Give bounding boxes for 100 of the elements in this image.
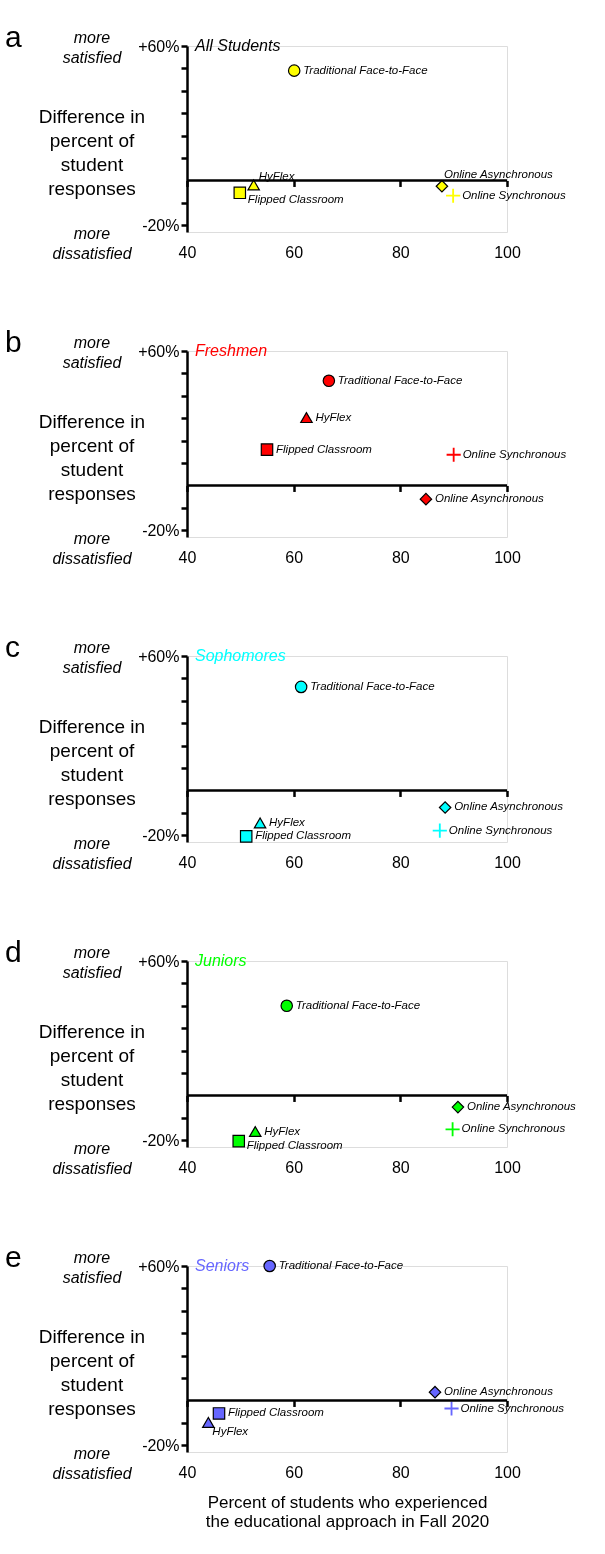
point [435, 179, 449, 193]
point [280, 999, 294, 1013]
point [202, 1416, 215, 1428]
y-tick-label: -20% [142, 216, 180, 234]
text: e [5, 1240, 22, 1273]
y-axis-title: Difference in percent of student responses [38, 1020, 146, 1114]
series-label: Flipped Classroom [247, 192, 345, 205]
text: more dissatisfied [52, 225, 133, 262]
chart-title: All Students [194, 37, 281, 54]
x-tick-label: 80 [391, 1463, 410, 1481]
point [248, 1126, 262, 1138]
text: more dissatisfied [52, 835, 133, 872]
y-tick-label: +60% [138, 647, 180, 665]
series-label: Traditional Face-to-Face [295, 998, 421, 1011]
chart-title: Seniors [195, 1257, 250, 1274]
x-tick-label: 100 [494, 548, 521, 566]
y-tick-label: -20% [142, 521, 180, 539]
series-label: Traditional Face-to-Face [278, 1259, 404, 1271]
x-tick-label: 80 [391, 548, 410, 566]
point [260, 443, 274, 456]
y-tick-label: +60% [138, 952, 180, 970]
series-label: Online Synchronous [461, 1122, 566, 1135]
y-axis-title: Difference in percent of student responses [38, 105, 146, 199]
y-tick-label: +60% [138, 342, 180, 360]
point [419, 492, 433, 506]
series-label: Flipped Classroom [228, 1406, 325, 1419]
point [446, 188, 461, 203]
text: more satisfied [62, 1249, 123, 1286]
series-label: Online Synchronous [462, 188, 566, 201]
series-label: Online Asynchronous [454, 800, 564, 813]
legend-label: HyFlex [212, 1425, 250, 1438]
x-tick-label: 40 [178, 1463, 197, 1481]
x-axis-title: Percent of students who experienced the educational approach in Fall 2020 [205, 1492, 490, 1531]
x-tick-label: 100 [494, 1158, 521, 1176]
point [446, 447, 461, 462]
text: b [5, 325, 22, 358]
chart-title: Sophomores [195, 647, 286, 664]
x-tick-label: 100 [494, 853, 521, 871]
x-tick-label: 60 [285, 853, 304, 871]
point [322, 374, 336, 388]
series-label: Online Asynchronous [466, 1100, 577, 1113]
point [233, 186, 247, 200]
point [287, 64, 301, 77]
series-label: Flipped Classroom [276, 442, 373, 455]
point [428, 1385, 442, 1399]
series-label: Online Asynchronous [434, 492, 545, 505]
series-label: Traditional Face-to-Face [310, 679, 435, 692]
x-tick-label: 40 [178, 548, 197, 566]
point [239, 830, 253, 843]
text: a [5, 20, 22, 53]
series-label: Online Synchronous [462, 447, 567, 460]
text: more dissatisfied [52, 1445, 133, 1482]
text: more dissatisfied [52, 530, 133, 567]
y-tick-label: +60% [138, 37, 180, 55]
y-axis-title: Difference in percent of student responses [38, 715, 146, 809]
series-label: Online Asynchronous [443, 168, 554, 181]
point [212, 1407, 226, 1420]
chart-title: Juniors [194, 952, 247, 969]
x-tick-label: 100 [494, 1463, 521, 1481]
y-axis-title: Difference in percent of student responses [38, 1325, 146, 1419]
text: more satisfied [62, 639, 123, 676]
text: more satisfied [62, 334, 123, 371]
series-label: HyFlex [315, 410, 353, 423]
text: more dissatisfied [52, 1140, 133, 1177]
x-tick-label: 40 [178, 1158, 197, 1176]
y-tick-label: -20% [142, 1436, 180, 1454]
y-tick-label: -20% [142, 826, 180, 844]
text: more satisfied [62, 944, 123, 981]
series-label: Traditional Face-to-Face [303, 63, 428, 76]
text: more satisfied [62, 29, 123, 66]
text: d [5, 935, 22, 968]
text: c [5, 630, 20, 663]
point [294, 680, 308, 694]
x-tick-label: 100 [494, 243, 521, 261]
point [438, 801, 452, 814]
x-tick-label: 60 [285, 243, 304, 261]
x-tick-label: 80 [391, 243, 410, 261]
point [247, 179, 260, 191]
x-tick-label: 80 [391, 853, 410, 871]
y-axis-title: Difference in percent of student responses [38, 410, 146, 504]
point [445, 1122, 460, 1137]
series-label: Online Synchronous [460, 1401, 565, 1414]
x-tick-label: 40 [178, 853, 197, 871]
series-label: Traditional Face-to-Face [337, 373, 463, 386]
point [451, 1100, 465, 1114]
x-tick-label: 60 [285, 548, 304, 566]
x-tick-label: 40 [178, 243, 197, 261]
series-label: Online Synchronous [448, 823, 553, 836]
series-label: Flipped Classroom [246, 1139, 344, 1152]
chart-title: Freshmen [195, 342, 268, 359]
y-tick-label: -20% [142, 1131, 180, 1149]
series-label: Online Asynchronous [444, 1385, 554, 1398]
series-label: HyFlex [264, 1124, 302, 1137]
x-tick-label: 60 [285, 1158, 304, 1176]
series-label: Flipped Classroom [255, 829, 352, 842]
point [263, 1259, 276, 1273]
x-tick-label: 80 [391, 1158, 410, 1176]
x-tick-label: 60 [285, 1463, 304, 1481]
point [253, 817, 267, 829]
series-label: HyFlex [269, 815, 307, 828]
